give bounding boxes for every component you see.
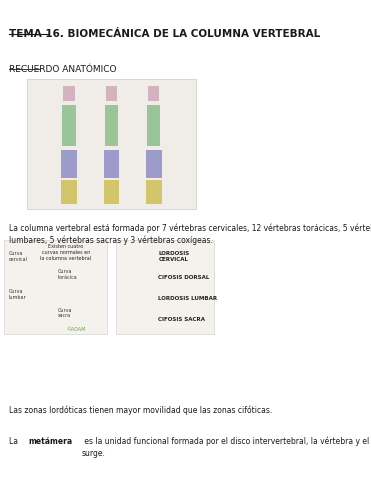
Text: es la unidad funcional formada por el disco intervertebral, la vértebra y el ner: es la unidad funcional formada por el di… [82,437,371,458]
FancyBboxPatch shape [61,150,77,178]
FancyBboxPatch shape [116,240,214,334]
FancyBboxPatch shape [62,106,76,146]
FancyBboxPatch shape [147,106,160,146]
Text: La columna vertebral está formada por 7 vértebras cervicales, 12 vértebras torác: La columna vertebral está formada por 7 … [9,223,371,245]
FancyBboxPatch shape [104,180,119,204]
Text: LORDOSIS LUMBAR: LORDOSIS LUMBAR [158,296,217,300]
Text: TEMA 16. BIOMECÁNICA DE LA COLUMNA VERTEBRAL: TEMA 16. BIOMECÁNICA DE LA COLUMNA VERTE… [9,29,320,39]
FancyBboxPatch shape [4,240,107,334]
FancyBboxPatch shape [146,180,161,204]
Text: CIFOSIS SACRA: CIFOSIS SACRA [158,317,206,322]
FancyBboxPatch shape [63,86,75,101]
Text: Existen cuatro
curvas normales en
la columna vertebral: Existen cuatro curvas normales en la col… [40,244,92,261]
Text: Las zonas lordóticas tienen mayor movilidad que las zonas cifóticas.: Las zonas lordóticas tienen mayor movili… [9,406,272,415]
Text: CIFOSIS DORSAL: CIFOSIS DORSAL [158,275,210,280]
Text: La: La [9,437,20,446]
FancyBboxPatch shape [106,86,117,101]
Text: Curva
lumbar: Curva lumbar [9,289,26,300]
FancyBboxPatch shape [27,79,196,209]
Text: metámera: metámera [28,437,72,446]
FancyBboxPatch shape [105,106,118,146]
Text: LORDOSIS
CERVICAL: LORDOSIS CERVICAL [158,252,190,262]
Text: Curva
cervical: Curva cervical [9,252,28,262]
Text: Curva
torácica: Curva torácica [58,269,78,280]
FancyBboxPatch shape [104,150,119,178]
FancyBboxPatch shape [148,86,159,101]
Text: Curva
sacra: Curva sacra [58,308,72,318]
FancyBboxPatch shape [61,180,77,204]
Text: RECUERDO ANATÓMICO: RECUERDO ANATÓMICO [9,65,116,74]
Text: ©ADAM: ©ADAM [67,327,86,332]
FancyBboxPatch shape [146,150,161,178]
